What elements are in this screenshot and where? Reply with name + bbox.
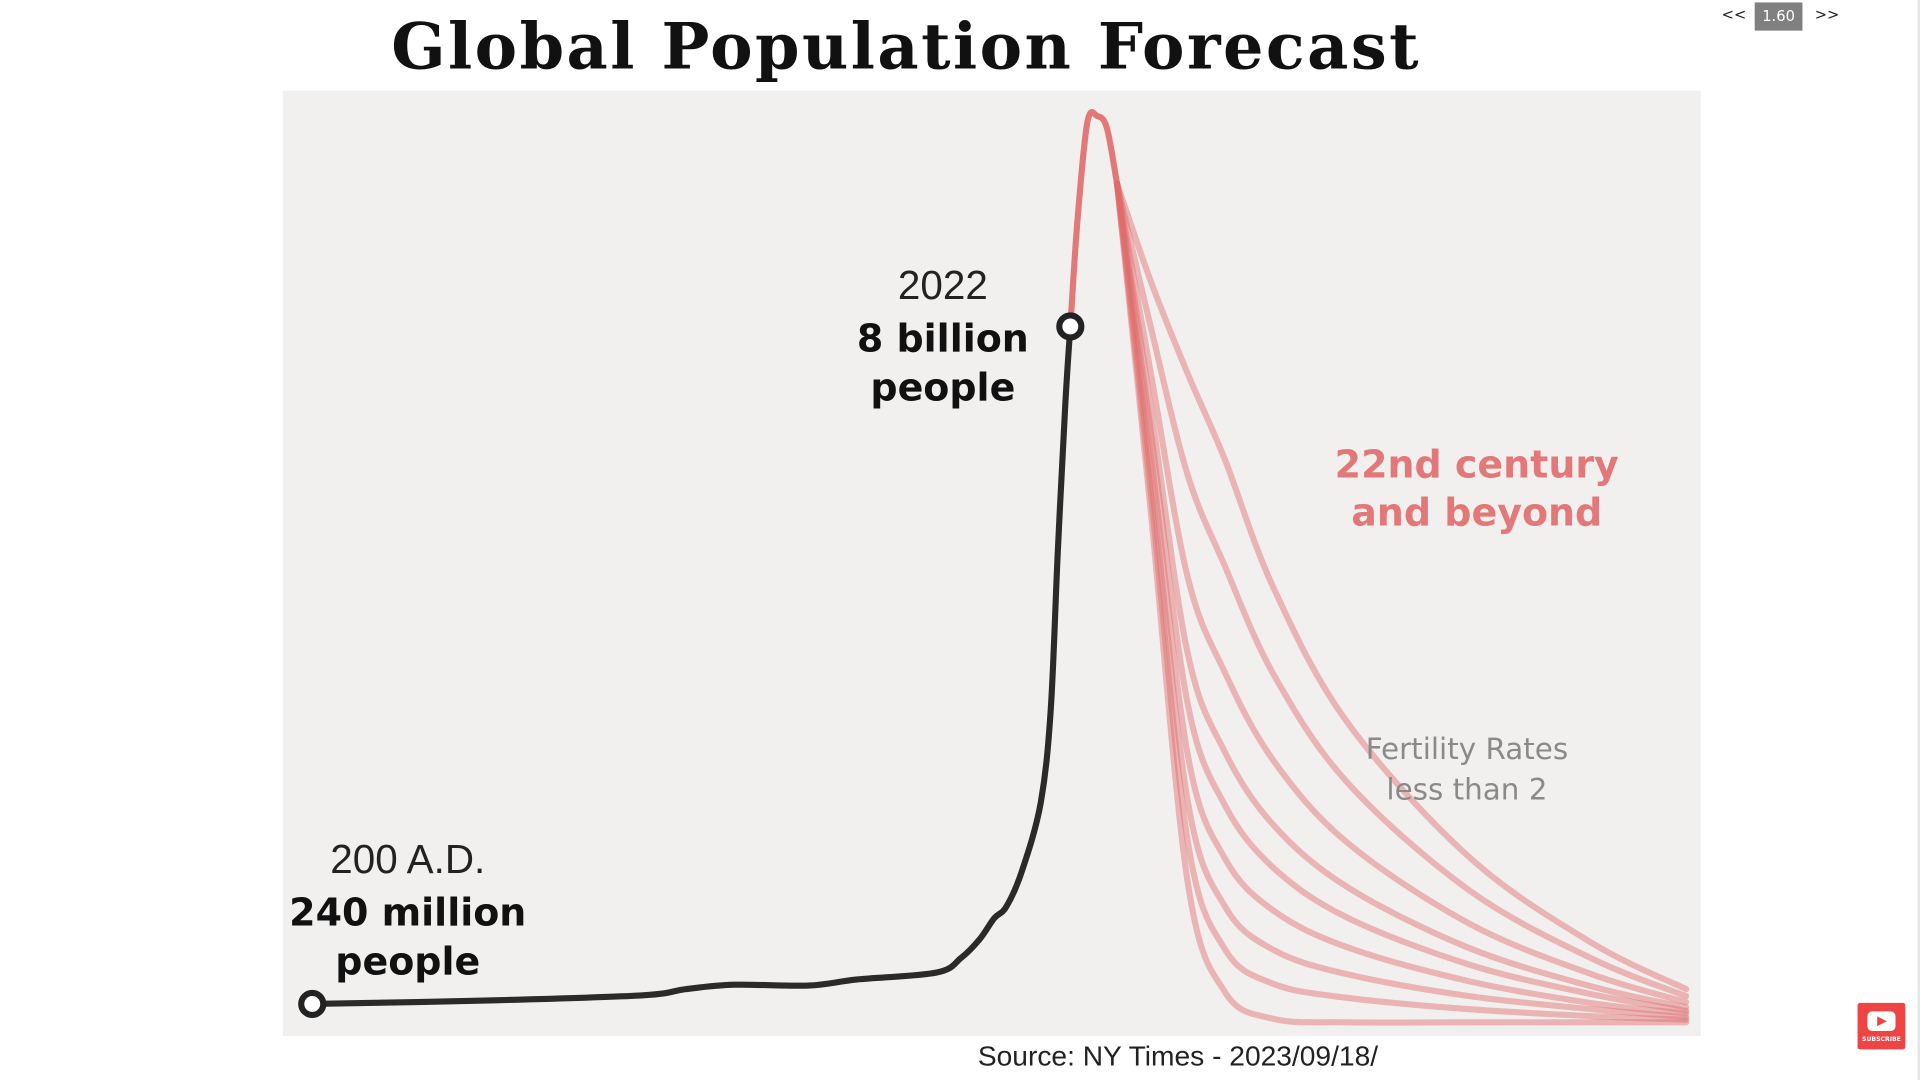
projection-line-4	[1113, 180, 1690, 1017]
current-marker	[1056, 312, 1085, 341]
source-caption: Source: NY Times - 2023/09/18/	[977, 1039, 1379, 1072]
subscribe-label: SUBSCRIBE	[1862, 1035, 1901, 1044]
projection-line-8	[1113, 180, 1690, 1000]
projection-line-9	[1113, 180, 1690, 993]
youtube-play-icon	[1867, 1011, 1896, 1032]
current-value-line1: 8 billion	[856, 317, 1029, 362]
previous-button[interactable]: <<	[1721, 6, 1747, 24]
next-button[interactable]: >>	[1814, 6, 1840, 24]
future-label-line2: and beyond	[1351, 491, 1603, 536]
plot-area	[282, 90, 1701, 1036]
history-line	[309, 323, 1074, 1008]
projection-line-7	[1113, 180, 1690, 1006]
start-value-line2: people	[335, 940, 481, 985]
projection-line-1	[1113, 180, 1690, 1026]
current-year-label: 2022	[897, 262, 988, 308]
projection-line-5	[1113, 180, 1690, 1015]
projection-line-6	[1113, 180, 1690, 1011]
fertility-label-line2: less than 2	[1386, 772, 1548, 807]
subscribe-button[interactable]: SUBSCRIBE	[1857, 1002, 1906, 1050]
current-value-line2: people	[870, 366, 1016, 411]
speed-indicator[interactable]: 1.60	[1754, 2, 1803, 31]
fertility-label-line1: Fertility Rates	[1365, 732, 1569, 767]
start-value-line1: 240 million	[289, 891, 527, 936]
start-year-label: 200 A.D.	[330, 836, 486, 882]
start-marker	[298, 989, 327, 1019]
projection-line-2	[1113, 180, 1690, 1023]
projection-rise-line	[1067, 109, 1121, 330]
projection-line-3	[1113, 180, 1690, 1021]
future-label-line1: 22nd century	[1334, 443, 1619, 488]
chart-title: Global Population Forecast	[391, 9, 1422, 85]
